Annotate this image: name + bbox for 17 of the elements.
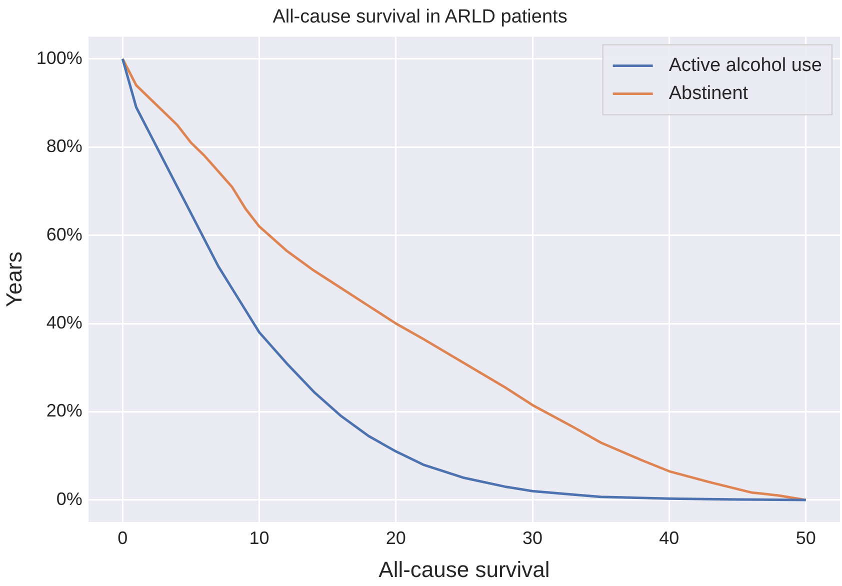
y-tick-label: 60%	[46, 224, 82, 244]
y-tick-label: 40%	[46, 312, 82, 332]
x-tick-label: 40	[659, 528, 680, 548]
y-tick-label: 0%	[56, 488, 82, 509]
chart-title: All-cause survival in ARLD patients	[272, 6, 568, 28]
y-tick-label: 20%	[46, 400, 82, 421]
x-axis-title: All-cause survival	[378, 556, 550, 582]
legend-label: Abstinent	[668, 83, 749, 104]
legend-label: Active alcohol use	[668, 55, 822, 76]
y-tick-label: 100%	[36, 48, 82, 68]
x-tick-label: 20	[386, 528, 406, 548]
x-tick-label: 0	[118, 528, 128, 548]
y-tick-label: 80%	[46, 136, 82, 156]
x-tick-label: 50	[796, 528, 816, 548]
x-tick-label: 10	[249, 528, 270, 548]
y-axis-title: Years	[1, 252, 26, 308]
x-tick-label: 30	[522, 528, 543, 548]
